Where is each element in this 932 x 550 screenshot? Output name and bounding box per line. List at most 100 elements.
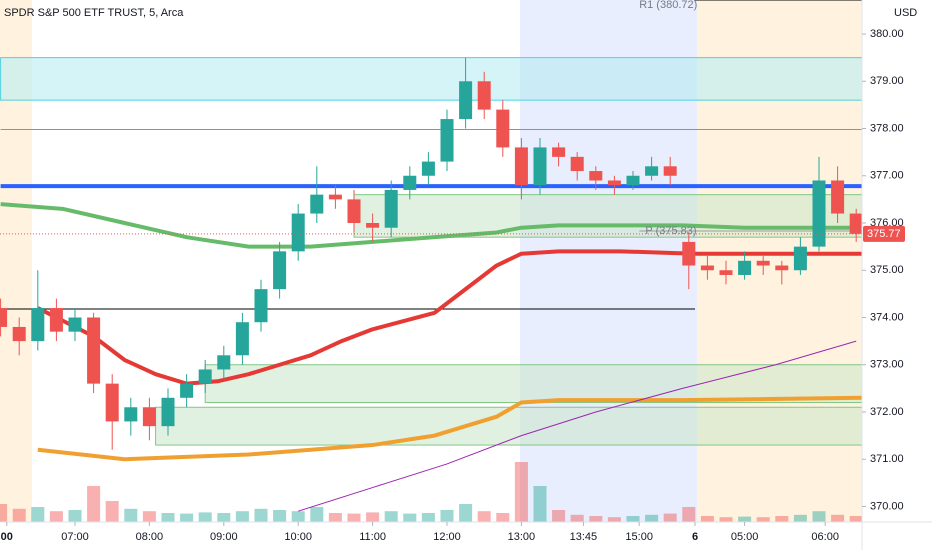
candle-body	[514, 147, 528, 186]
x-tick-label: 13:45	[570, 531, 598, 543]
candle-body	[552, 147, 566, 157]
candle-body	[607, 180, 621, 186]
candle-body	[459, 81, 473, 120]
candle-body	[347, 199, 361, 223]
candle-body	[384, 189, 398, 228]
volume-bar	[626, 516, 640, 522]
candle-body	[310, 194, 324, 214]
volume-bar	[700, 516, 714, 522]
zone	[353, 194, 862, 238]
volume-bar	[719, 517, 733, 522]
x-tick-label: 00	[1, 531, 13, 543]
candle-body	[496, 109, 510, 148]
volume-bar	[570, 514, 584, 522]
zone	[155, 406, 862, 446]
candle-body	[291, 213, 305, 252]
volume-bar	[682, 507, 696, 522]
candle-body	[254, 289, 268, 323]
volume-bar	[310, 507, 324, 522]
volume-bar	[514, 462, 528, 522]
candle-body	[235, 322, 249, 356]
indicator-line	[36, 249, 862, 386]
volume-bar	[347, 513, 361, 522]
volume-bar	[142, 511, 156, 522]
candle-body	[328, 194, 342, 200]
level-annotation: R1 (380.72)	[639, 0, 697, 11]
candle-body	[180, 383, 194, 398]
candle-body	[719, 270, 733, 275]
candle-body	[161, 397, 175, 427]
volume-bar	[812, 511, 826, 522]
x-tick-label: 07:00	[61, 531, 89, 543]
candle-body	[124, 407, 138, 422]
candle-body	[682, 241, 696, 266]
y-tick-label: 371.00	[870, 453, 904, 465]
candle-body	[403, 175, 417, 190]
candle-body	[738, 260, 752, 275]
last-price-tag	[863, 225, 905, 242]
candle-body	[812, 180, 826, 247]
x-tick-label: 10:00	[284, 531, 312, 543]
candle-body	[533, 147, 547, 186]
volume-bar	[31, 507, 45, 522]
volume-bar	[180, 513, 194, 522]
candle-body	[477, 81, 491, 110]
volume-bar	[403, 513, 417, 522]
volume-bar	[607, 517, 621, 522]
y-tick-label: 372.00	[870, 406, 904, 418]
volume-bar	[477, 511, 491, 522]
volume-bar	[124, 508, 138, 522]
volume-bar	[273, 510, 287, 522]
x-tick-label: 11:00	[359, 531, 386, 543]
volume-bar	[0, 504, 8, 522]
y-tick-label: 378.00	[870, 122, 904, 134]
x-tick-label: 12:00	[433, 531, 461, 543]
volume-bar	[87, 486, 101, 522]
volume-bar	[384, 511, 398, 522]
candle-body	[626, 175, 640, 186]
y-tick-label: 370.00	[870, 500, 904, 512]
zone	[204, 364, 862, 404]
chart-title: SPDR S&P 500 ETF TRUST, 5, Arca	[4, 7, 184, 19]
volume-bar	[459, 504, 473, 522]
candle-body	[570, 156, 584, 172]
last-price-label: 375.77	[867, 228, 901, 240]
x-tick-label: 6	[692, 531, 698, 543]
volume-bar	[291, 511, 305, 522]
y-tick-label: 374.00	[870, 311, 904, 323]
candle-body	[831, 180, 845, 214]
volume-bar	[254, 508, 268, 522]
y-tick-label: 377.00	[870, 170, 904, 182]
candle-body	[775, 265, 789, 271]
volume-bar	[496, 513, 510, 522]
volume-bar	[198, 512, 212, 522]
plot-area	[0, 0, 862, 522]
volume-bar	[793, 514, 807, 522]
volume-bar	[589, 516, 603, 522]
candle-body	[49, 308, 63, 332]
volume-bar	[161, 513, 175, 522]
indicator-line	[37, 395, 862, 462]
volume-bar	[235, 511, 249, 522]
y-tick-label: 380.00	[870, 28, 904, 40]
y-tick-label: 375.00	[870, 264, 904, 276]
volume-bar	[756, 517, 770, 522]
candle-body	[142, 407, 156, 427]
volume-bar	[775, 516, 789, 522]
x-tick-label: 09:00	[210, 531, 238, 543]
currency: USD	[894, 7, 917, 19]
volume-bar	[421, 513, 435, 522]
candle-body	[756, 260, 770, 266]
candle-body	[589, 171, 603, 181]
volume-bar	[831, 514, 845, 522]
volume-bar	[328, 513, 342, 522]
candle-body	[663, 166, 677, 176]
x-tick-label: 06:00	[811, 531, 839, 543]
level-annotation: P (375.83)	[645, 225, 696, 237]
indicator-line	[298, 340, 857, 512]
volume-bar	[738, 516, 752, 522]
candle-body	[793, 246, 807, 271]
volume-bar	[217, 513, 231, 522]
candle-body	[12, 326, 26, 342]
volume-bar	[49, 511, 63, 522]
